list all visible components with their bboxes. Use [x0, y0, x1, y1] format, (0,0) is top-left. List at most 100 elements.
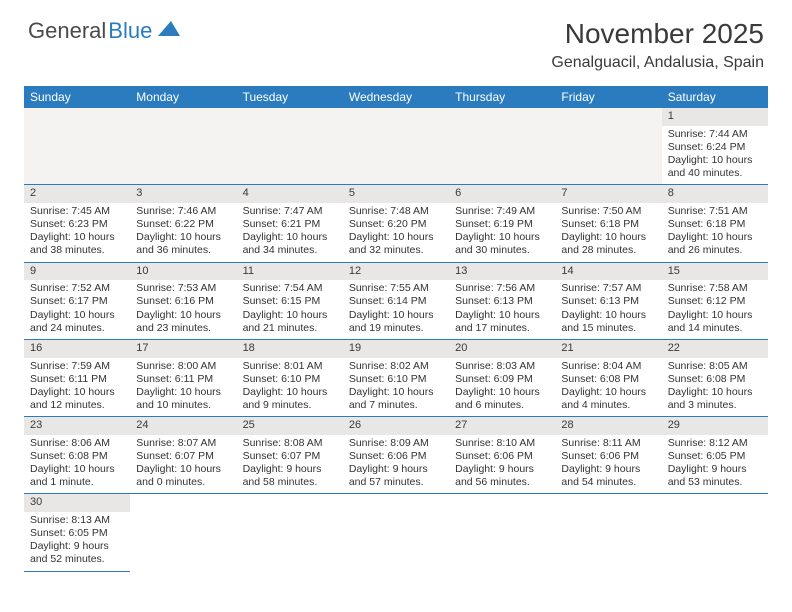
sunset-line: Sunset: 6:19 PM: [455, 218, 549, 231]
daylight-line: Daylight: 9 hours and 58 minutes.: [243, 463, 337, 489]
daylight-line: Daylight: 10 hours and 30 minutes.: [455, 231, 549, 257]
day-cell: 30Sunrise: 8:13 AMSunset: 6:05 PMDayligh…: [24, 494, 130, 571]
day-cell: 19Sunrise: 8:02 AMSunset: 6:10 PMDayligh…: [343, 339, 449, 416]
day-cell: 7Sunrise: 7:50 AMSunset: 6:18 PMDaylight…: [555, 185, 661, 262]
sunset-line: Sunset: 6:22 PM: [136, 218, 230, 231]
sunrise-line: Sunrise: 7:48 AM: [349, 205, 443, 218]
daylight-line: Daylight: 10 hours and 28 minutes.: [561, 231, 655, 257]
day-number: 6: [449, 185, 555, 203]
sunrise-line: Sunrise: 7:45 AM: [30, 205, 124, 218]
sunset-line: Sunset: 6:24 PM: [668, 141, 762, 154]
daylight-line: Daylight: 10 hours and 6 minutes.: [455, 386, 549, 412]
sunrise-line: Sunrise: 8:03 AM: [455, 360, 549, 373]
daylight-line: Daylight: 10 hours and 21 minutes.: [243, 309, 337, 335]
daylight-line: Daylight: 10 hours and 12 minutes.: [30, 386, 124, 412]
daylight-line: Daylight: 10 hours and 10 minutes.: [136, 386, 230, 412]
empty-cell: [130, 494, 236, 571]
day-cell: 1Sunrise: 7:44 AMSunset: 6:24 PMDaylight…: [662, 108, 768, 185]
sunrise-line: Sunrise: 8:05 AM: [668, 360, 762, 373]
day-number: 25: [237, 417, 343, 435]
day-number: 21: [555, 340, 661, 358]
day-number: 16: [24, 340, 130, 358]
day-cell: 8Sunrise: 7:51 AMSunset: 6:18 PMDaylight…: [662, 185, 768, 262]
daylight-line: Daylight: 9 hours and 57 minutes.: [349, 463, 443, 489]
month-title: November 2025: [551, 18, 764, 50]
day-cell: 12Sunrise: 7:55 AMSunset: 6:14 PMDayligh…: [343, 262, 449, 339]
sunrise-line: Sunrise: 7:59 AM: [30, 360, 124, 373]
sunrise-line: Sunrise: 8:09 AM: [349, 437, 443, 450]
sunset-line: Sunset: 6:06 PM: [561, 450, 655, 463]
day-cell: 22Sunrise: 8:05 AMSunset: 6:08 PMDayligh…: [662, 339, 768, 416]
sunset-line: Sunset: 6:07 PM: [136, 450, 230, 463]
dow-cell: Thursday: [449, 86, 555, 108]
daylight-line: Daylight: 10 hours and 7 minutes.: [349, 386, 443, 412]
day-cell: 24Sunrise: 8:07 AMSunset: 6:07 PMDayligh…: [130, 417, 236, 494]
day-cell: 15Sunrise: 7:58 AMSunset: 6:12 PMDayligh…: [662, 262, 768, 339]
sunset-line: Sunset: 6:09 PM: [455, 373, 549, 386]
sunrise-line: Sunrise: 7:54 AM: [243, 282, 337, 295]
sail-icon: [157, 18, 181, 44]
empty-cell: [24, 108, 130, 185]
sunset-line: Sunset: 6:23 PM: [30, 218, 124, 231]
calendar-body: 1 Sunrise: 7:44 AMSunset: 6:24 PM Daylight…: [24, 108, 768, 571]
daylight-line: Daylight: 9 hours and 52 minutes.: [30, 540, 124, 566]
calendar-table: SundayMondayTuesdayWednesdayThursdayFrid…: [24, 86, 768, 572]
sunrise-line: Sunrise: 7:53 AM: [136, 282, 230, 295]
day-cell: 5Sunrise: 7:48 AMSunset: 6:20 PMDaylight…: [343, 185, 449, 262]
day-number: 5: [343, 185, 449, 203]
daylight-line: Daylight: 10 hours and 9 minutes.: [243, 386, 337, 412]
day-cell: 3Sunrise: 7:46 AMSunset: 6:22 PMDaylight…: [130, 185, 236, 262]
brand-part1: General: [28, 18, 106, 44]
sunrise-line: Sunrise: 7:58 AM: [668, 282, 762, 295]
header: GeneralBlue November 2025 Genalguacil, A…: [0, 0, 792, 80]
sunset-line: Sunset: 6:08 PM: [30, 450, 124, 463]
sunset-line: Sunset: 6:06 PM: [455, 450, 549, 463]
sunset-line: Sunset: 6:11 PM: [30, 373, 124, 386]
sunrise-line: Sunrise: 7:57 AM: [561, 282, 655, 295]
daylight-line: Daylight: 10 hours and 14 minutes.: [668, 309, 762, 335]
day-number: 8: [662, 185, 768, 203]
day-cell: 29Sunrise: 8:12 AMSunset: 6:05 PMDayligh…: [662, 417, 768, 494]
sunset-line: Sunset: 6:08 PM: [561, 373, 655, 386]
day-cell: 2Sunrise: 7:45 AMSunset: 6:23 PMDaylight…: [24, 185, 130, 262]
brand-part2: Blue: [108, 18, 152, 44]
dow-cell: Friday: [555, 86, 661, 108]
day-number: 29: [662, 417, 768, 435]
day-cell: 27Sunrise: 8:10 AMSunset: 6:06 PMDayligh…: [449, 417, 555, 494]
sunrise-line: Sunrise: 8:06 AM: [30, 437, 124, 450]
day-number: 3: [130, 185, 236, 203]
sunset-line: Sunset: 6:06 PM: [349, 450, 443, 463]
sunset-line: Sunset: 6:10 PM: [349, 373, 443, 386]
daylight-line: Daylight: 10 hours and 15 minutes.: [561, 309, 655, 335]
day-cell: 20Sunrise: 8:03 AMSunset: 6:09 PMDayligh…: [449, 339, 555, 416]
dow-cell: Saturday: [662, 86, 768, 108]
empty-cell: [449, 494, 555, 571]
sunrise-line: Sunrise: 7:47 AM: [243, 205, 337, 218]
sunset-line: Sunset: 6:16 PM: [136, 295, 230, 308]
day-cell: 13Sunrise: 7:56 AMSunset: 6:13 PMDayligh…: [449, 262, 555, 339]
sunset-line: Sunset: 6:15 PM: [243, 295, 337, 308]
day-number: 28: [555, 417, 661, 435]
sunrise-line: Sunrise: 7:52 AM: [30, 282, 124, 295]
sunset-line: Sunset: 6:05 PM: [668, 450, 762, 463]
sunrise-line: Sunrise: 8:00 AM: [136, 360, 230, 373]
dow-cell: Sunday: [24, 86, 130, 108]
day-number: 18: [237, 340, 343, 358]
sunset-line: Sunset: 6:12 PM: [668, 295, 762, 308]
day-number: 15: [662, 263, 768, 281]
daylight-line: Daylight: 9 hours and 53 minutes.: [668, 463, 762, 489]
dow-cell: Tuesday: [237, 86, 343, 108]
sunset-line: Sunset: 6:17 PM: [30, 295, 124, 308]
day-cell: 14Sunrise: 7:57 AMSunset: 6:13 PMDayligh…: [555, 262, 661, 339]
day-number: 27: [449, 417, 555, 435]
title-block: November 2025 Genalguacil, Andalusia, Sp…: [551, 18, 764, 72]
week-row: 2Sunrise: 7:45 AMSunset: 6:23 PMDaylight…: [24, 185, 768, 262]
empty-cell: [130, 108, 236, 185]
day-number: 1: [662, 108, 768, 126]
daylight-line: Daylight: 10 hours and 34 minutes.: [243, 231, 337, 257]
day-cell: 16 Sunrise: 7:59 AMSunset: 6:11 PMDayligh…: [24, 339, 130, 416]
sunrise-line: Sunrise: 7:44 AM: [668, 128, 762, 141]
day-number: 9: [24, 263, 130, 281]
day-number: 11: [237, 263, 343, 281]
day-number: 10: [130, 263, 236, 281]
